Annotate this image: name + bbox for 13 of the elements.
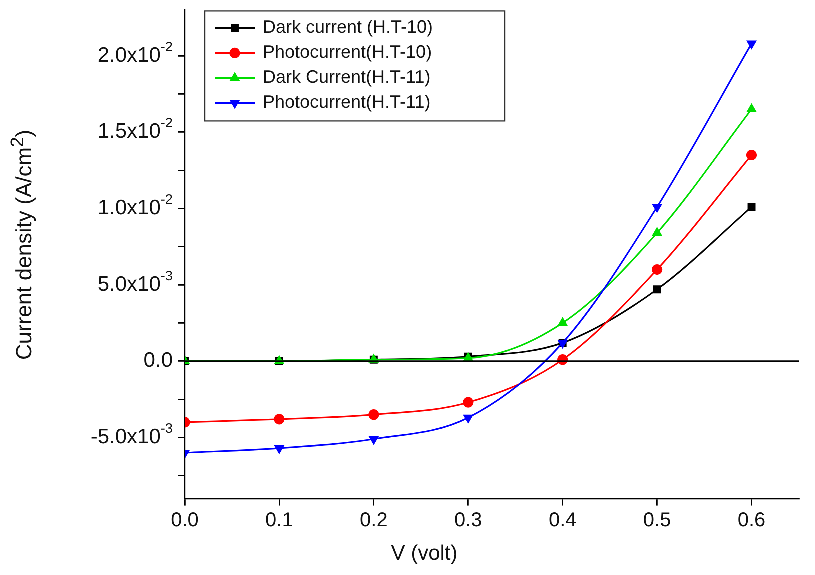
legend-label: Dark current (H.T-10) xyxy=(263,17,434,38)
x-tick-label: 0.6 xyxy=(738,509,766,532)
legend-label: Dark Current(H.T-11) xyxy=(263,67,431,88)
x-tick-label: 0.2 xyxy=(360,509,388,532)
x-tick-label: 0.1 xyxy=(266,509,294,532)
x-tick-label: 0.0 xyxy=(171,509,199,532)
legend-label: Photocurrent(H.T-10) xyxy=(263,42,432,62)
x-axis-title: V (volt) xyxy=(391,542,458,566)
y-tick-label: 0.0 xyxy=(144,349,174,372)
legend-label: Photocurrent(H.T-11) xyxy=(263,92,431,112)
x-tick-label: 0.3 xyxy=(454,509,482,532)
x-tick-label: 0.4 xyxy=(548,509,577,532)
x-tick-label: 0.5 xyxy=(643,509,672,532)
